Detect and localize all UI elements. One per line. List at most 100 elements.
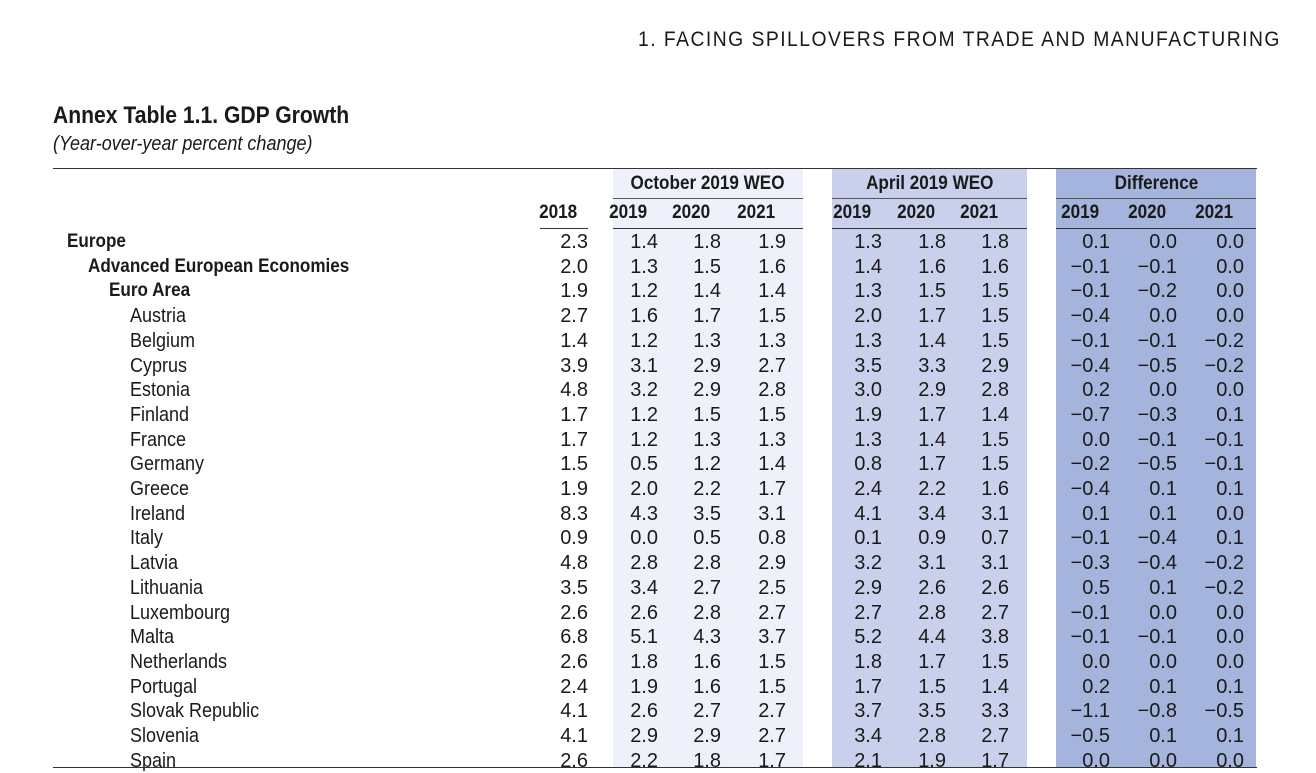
table-cell: 2.9 (693, 354, 721, 377)
table-cell: 0.9 (918, 527, 946, 550)
table-cell: 0.1 (1216, 675, 1244, 698)
table-cell: 2.0 (630, 478, 658, 500)
row-label: Ireland (130, 502, 186, 525)
table-cell: −0.2 (1137, 280, 1177, 303)
table-cell: 0.0 (1149, 601, 1177, 624)
table-cell: 1.4 (918, 428, 946, 451)
table-cell: 0.8 (758, 527, 786, 550)
table-cell: 0.2 (1082, 675, 1110, 698)
table-cell: 3.9 (560, 354, 588, 377)
table-cell: 0.1 (1149, 725, 1177, 747)
table-cell: 1.5 (758, 675, 786, 698)
row-label: Finland (130, 403, 190, 426)
year-header: 2021 (1194, 202, 1234, 223)
table-row: Luxembourg 2.6 2.6 2.8 2.7 2.7 2.8 2.7 −0.1 0.0 0.… (0, 601, 1316, 625)
table-cell: 3.4 (630, 576, 658, 599)
row-label: Latvia (130, 552, 179, 575)
row-label: Belgium (130, 329, 196, 352)
table-cell: 1.3 (693, 329, 721, 352)
table-cell: 0.0 (1216, 280, 1244, 303)
table-cell: −0.1 (1137, 329, 1177, 352)
table-cell: 3.3 (981, 700, 1009, 723)
row-label: Portugal (130, 675, 198, 698)
table-bottom-rule (53, 767, 1257, 768)
table-cell: 1.3 (854, 231, 882, 253)
table-cell: 0.0 (1216, 650, 1244, 673)
row-label: Slovak Republic (130, 700, 260, 723)
table-cell: 3.5 (693, 502, 721, 525)
table-cell: 1.2 (630, 329, 658, 352)
table-cell: 1.5 (758, 403, 786, 426)
table-cell: 0.1 (854, 527, 882, 550)
table-cell: 1.8 (693, 231, 721, 253)
table-cell: 0.9 (560, 527, 588, 550)
table-cell: −0.1 (1070, 329, 1110, 352)
table-cell: 1.3 (630, 255, 658, 278)
row-label: Cyprus (130, 354, 188, 377)
difference-band (1056, 169, 1256, 767)
table-cell: −0.1 (1137, 255, 1177, 278)
october-weo-band (613, 169, 803, 767)
year-header-rule (540, 228, 588, 229)
table-cell: 2.6 (918, 576, 946, 599)
table-cell: 1.8 (630, 650, 658, 673)
table-cell: 1.7 (758, 749, 786, 772)
table-cell: −0.1 (1137, 428, 1177, 451)
table-cell: −0.5 (1204, 700, 1244, 723)
group-underline-difference (1056, 198, 1256, 199)
table-cell: −0.4 (1137, 527, 1177, 550)
table-cell: 0.1 (1216, 527, 1244, 550)
table-cell: 0.0 (1082, 428, 1110, 451)
table-row: Italy 0.9 0.0 0.5 0.8 0.1 0.9 0.7 −0.1 −0.4 0.1 (0, 526, 1316, 550)
table-cell: −0.1 (1070, 527, 1110, 550)
table-cell: 0.1 (1149, 576, 1177, 599)
table-cell: 4.8 (560, 379, 588, 402)
table-cell: 0.0 (1149, 231, 1177, 253)
table-cell: 2.7 (758, 354, 786, 377)
row-label: Malta (130, 626, 175, 649)
group-underline-october (613, 198, 803, 199)
table-cell: 2.1 (854, 749, 882, 772)
table-cell: 3.3 (918, 354, 946, 377)
table-cell: 4.4 (918, 626, 946, 649)
table-cell: 2.7 (981, 725, 1009, 747)
table-cell: 2.7 (560, 305, 588, 328)
table-cell: 1.9 (630, 675, 658, 698)
table-cell: 1.3 (693, 428, 721, 451)
table-row: Lithuania 3.5 3.4 2.7 2.5 2.9 2.6 2.6 0.5 0.1 −0.2 (0, 576, 1316, 600)
row-label: Luxembourg (130, 601, 231, 624)
table-cell: 6.8 (560, 626, 588, 649)
table-row: Netherlands 2.6 1.8 1.6 1.5 1.8 1.7 1.5 0.0 0.0 0.… (0, 650, 1316, 674)
table-cell: 5.1 (630, 626, 658, 649)
table-cell: 4.1 (854, 502, 882, 525)
table-cell: 1.8 (854, 650, 882, 673)
table-cell: 1.2 (693, 453, 721, 476)
table-cell: 4.3 (630, 502, 658, 525)
table-cell: 2.6 (560, 601, 588, 624)
table-cell: 1.6 (981, 478, 1009, 500)
table-cell: 2.2 (918, 478, 946, 500)
chapter-header: 1. FACING SPILLOVERS FROM TRADE AND MANU… (638, 28, 1281, 51)
table-cell: 1.5 (981, 329, 1009, 352)
table-cell: 1.3 (854, 329, 882, 352)
table-cell: −0.8 (1137, 700, 1177, 723)
table-cell: 0.1 (1082, 502, 1110, 525)
table-row: Slovenia 4.1 2.9 2.9 2.7 3.4 2.8 2.7 −0.5 0.1 0.1 (0, 724, 1316, 748)
year-header: 2019 (608, 202, 648, 223)
table-cell: −0.1 (1204, 428, 1244, 451)
table-cell: 1.5 (560, 453, 588, 476)
table-cell: 1.4 (854, 255, 882, 278)
year-header: 2019 (1060, 202, 1100, 223)
table-cell: 1.9 (854, 403, 882, 426)
table-cell: 5.2 (854, 626, 882, 649)
table-cell: 1.6 (630, 305, 658, 328)
table-cell: 0.1 (1149, 478, 1177, 500)
table-cell: 2.7 (758, 601, 786, 624)
group-header-difference: Difference (1114, 173, 1198, 194)
table-cell: 1.7 (918, 650, 946, 673)
table-cell: 1.8 (693, 749, 721, 772)
table-row: Europe 2.3 1.4 1.8 1.9 1.3 1.8 1.8 0.1 0.0 0.0 (0, 230, 1316, 254)
table-cell: 1.5 (981, 453, 1009, 476)
table-cell: 0.1 (1216, 403, 1244, 426)
table-cell: 1.3 (758, 428, 786, 451)
